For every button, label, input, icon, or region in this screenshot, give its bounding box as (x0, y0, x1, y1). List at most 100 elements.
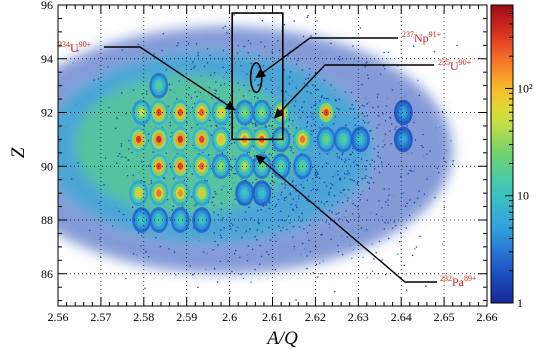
noise-dot (118, 210, 120, 213)
peak-layer (218, 162, 224, 170)
noise-dot (233, 91, 235, 93)
noise-dot (364, 176, 366, 178)
noise-dot (159, 245, 161, 248)
annotation-label: 232Pa89+ (440, 274, 477, 289)
noise-dot (315, 170, 318, 172)
noise-dot (281, 30, 283, 32)
noise-dot (349, 153, 351, 155)
noise-dot (289, 146, 291, 148)
noise-dot (216, 151, 218, 153)
noise-dot (256, 230, 258, 232)
peak-layer (218, 108, 224, 117)
noise-dot (217, 214, 219, 216)
noise-dot (450, 139, 452, 142)
noise-dot (234, 63, 237, 65)
noise-dot (261, 19, 264, 22)
noise-dot (361, 191, 364, 193)
noise-dot (234, 132, 236, 134)
noise-dot (384, 68, 386, 70)
noise-dot (287, 215, 290, 217)
noise-dot (240, 178, 243, 180)
noise-dot (244, 211, 247, 213)
heatmap (58, 5, 458, 301)
noise-dot (250, 281, 252, 283)
noise-dot (340, 192, 342, 194)
noise-dot (349, 178, 351, 181)
peak (170, 153, 190, 180)
noise-dot (231, 270, 233, 273)
noise-dot (288, 119, 290, 121)
noise-dot (273, 61, 275, 63)
noise-dot (221, 185, 224, 187)
noise-dot (284, 99, 286, 101)
noise-dot (251, 81, 254, 83)
noise-dot (338, 157, 341, 159)
noise-dot (316, 147, 319, 149)
noise-dot (197, 52, 199, 54)
noise-dot (168, 248, 170, 250)
noise-dot (306, 255, 308, 257)
noise-dot (357, 205, 359, 208)
noise-dot (257, 66, 260, 68)
noise-dot (388, 188, 390, 190)
x-tick-label: 2.56 (48, 310, 69, 324)
noise-dot (452, 160, 454, 162)
noise-dot (393, 195, 395, 198)
noise-dot (407, 173, 409, 175)
noise-dot (215, 81, 217, 83)
noise-dot (215, 193, 217, 195)
noise-dot (276, 87, 279, 89)
noise-dot (369, 120, 371, 123)
noise-dot (103, 184, 105, 186)
noise-dot (176, 44, 178, 47)
noise-dot (312, 272, 314, 274)
noise-dot (220, 202, 222, 204)
noise-dot (175, 274, 177, 276)
noise-dot (210, 167, 212, 170)
noise-dot (316, 176, 318, 179)
noise-dot (171, 132, 173, 134)
noise-dot (384, 221, 386, 224)
noise-dot (191, 62, 194, 64)
noise-dot (289, 76, 291, 78)
noise-dot (116, 162, 118, 164)
noise-dot (387, 199, 389, 201)
peak (129, 180, 149, 207)
noise-dot (367, 77, 370, 80)
annotation-u235: 235U90+ (273, 58, 472, 119)
noise-dot (206, 180, 208, 182)
noise-dot (348, 189, 350, 191)
noise-dot (296, 206, 298, 208)
noise-dot (423, 155, 425, 157)
annotation-pa232: 232Pa89+ (255, 154, 477, 289)
noise-dot (114, 127, 117, 129)
noise-dot (260, 41, 262, 43)
noise-dot (306, 85, 309, 88)
noise-dot (414, 139, 417, 141)
noise-dot (176, 153, 178, 155)
noise-dot (229, 158, 232, 161)
x-tick-label: 2.64 (391, 310, 412, 324)
noise-dot (340, 158, 343, 161)
noise-dot (335, 186, 337, 188)
noise-dot (381, 161, 383, 163)
noise-dot (366, 8, 368, 10)
noise-dot (383, 228, 386, 230)
noise-dot (136, 254, 138, 256)
noise-dot (323, 163, 325, 166)
noise-dot (391, 123, 393, 125)
noise-dot (339, 189, 341, 192)
noise-dot (230, 169, 232, 171)
noise-dot (381, 207, 383, 209)
noise-dot (250, 62, 252, 65)
noise-dot (227, 260, 229, 262)
noise-dot (277, 39, 279, 42)
noise-dot (197, 90, 200, 93)
noise-dot (358, 215, 361, 217)
noise-dot (342, 201, 344, 204)
noise-dot (378, 124, 380, 126)
noise-dot (116, 117, 118, 120)
noise-dot (213, 72, 216, 74)
noise-dot (264, 46, 266, 48)
